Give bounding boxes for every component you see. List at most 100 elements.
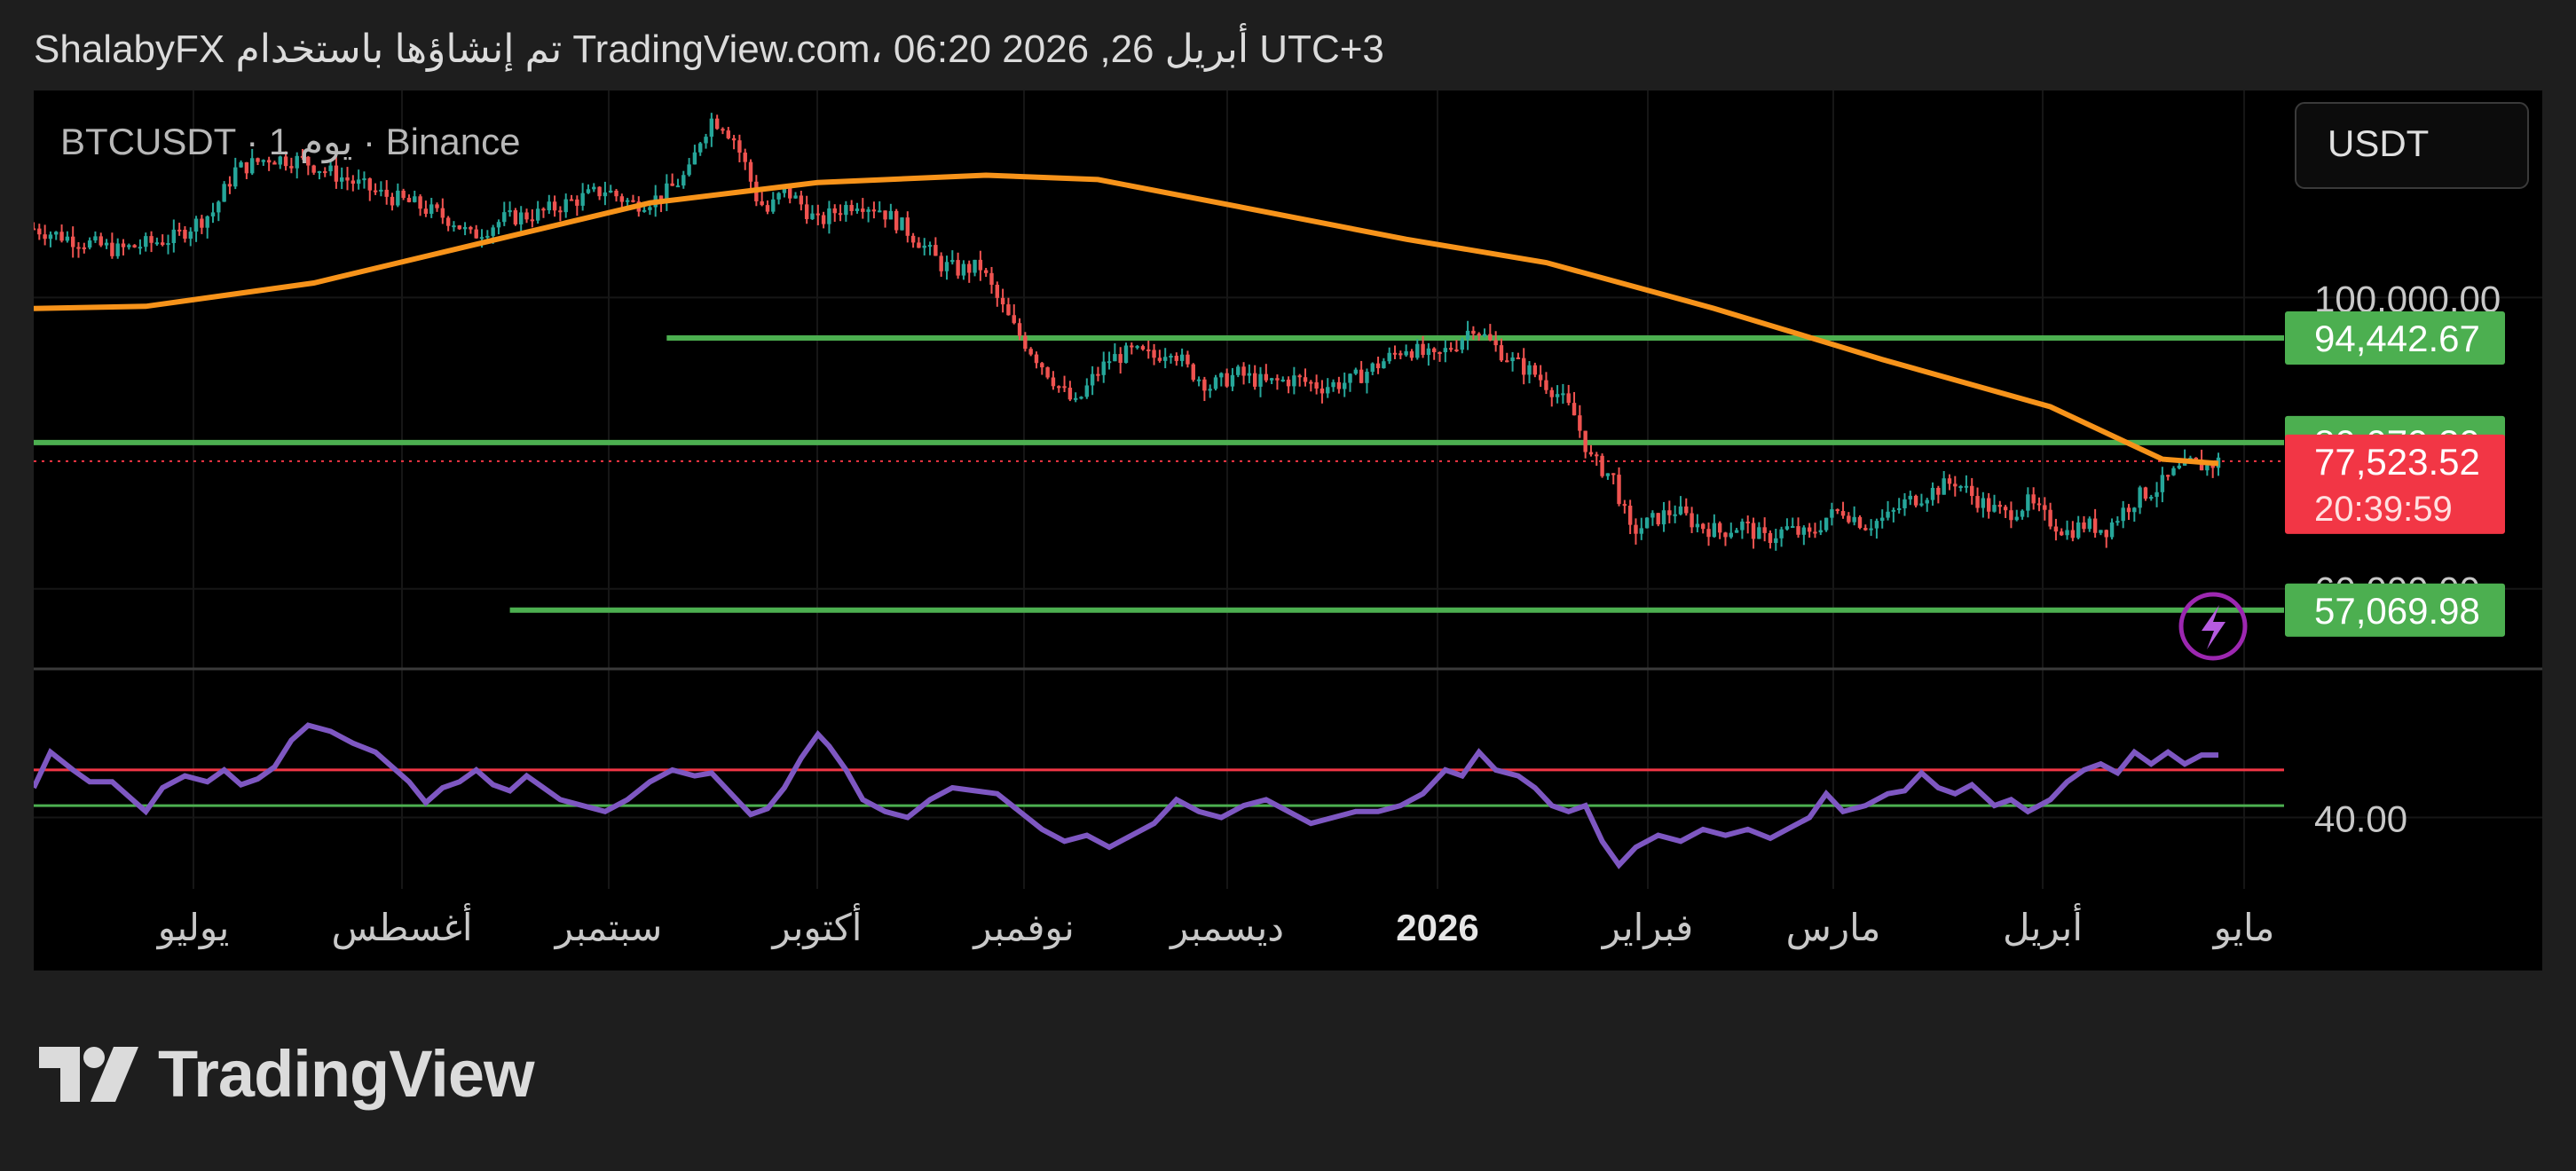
candle-body <box>188 232 193 240</box>
candle-body <box>1947 478 1952 484</box>
chart-panel[interactable]: BTCUSDT · 1 يوم · Binance USDT 100,000.0… <box>34 90 2542 971</box>
candle-body <box>1779 529 1784 538</box>
candle-body <box>2210 465 2215 468</box>
candle-body <box>844 205 848 216</box>
candle-body <box>339 177 344 182</box>
candle-body <box>1578 415 1582 431</box>
candle-body <box>485 235 490 238</box>
candle-body <box>1241 366 1246 376</box>
candle-body <box>1505 360 1509 363</box>
candle-body <box>1208 389 1212 391</box>
candle-body <box>1135 346 1139 349</box>
candle-body <box>1896 507 1902 510</box>
candle-body <box>1880 517 1885 522</box>
price-chart[interactable]: BTCUSDT · 1 يوم · Binance USDT 100,000.0… <box>34 90 2542 971</box>
candle-body <box>631 200 635 202</box>
candle-body <box>87 240 92 248</box>
candle-body <box>1796 526 1800 535</box>
candle-body <box>541 208 546 211</box>
candle-body <box>547 201 551 211</box>
candle-body <box>37 228 42 235</box>
candle-body <box>642 209 647 212</box>
candle-body <box>849 205 854 211</box>
candle-body <box>1830 509 1834 518</box>
candle-body <box>496 222 501 228</box>
candle-body <box>1566 393 1571 404</box>
candle-body <box>1555 394 1560 397</box>
candle-body <box>1438 351 1442 354</box>
candle-body <box>2194 457 2198 460</box>
time-axis: يوليو أغسطس سبتمبر أكتوبر نوفمبر ديسمبر 2026 فب… <box>156 903 2275 949</box>
candle-body <box>1488 334 1493 341</box>
candle-body <box>200 218 204 228</box>
lightning-icon[interactable] <box>2178 592 2248 661</box>
candle-body <box>513 210 518 224</box>
candle-body <box>1057 386 1061 389</box>
candle-body <box>1448 348 1453 350</box>
candle-body <box>278 156 282 165</box>
candle-body <box>1538 374 1543 381</box>
candle-body <box>619 196 625 202</box>
tradingview-logo: TradingView <box>39 1036 535 1112</box>
candle-body <box>888 210 894 220</box>
candle-body <box>233 167 238 187</box>
candle-body <box>709 118 714 138</box>
candle-body <box>1370 363 1375 373</box>
candle-body <box>2143 487 2148 499</box>
candle-body <box>1157 358 1162 361</box>
candle-body <box>1309 381 1313 384</box>
candle-body <box>2132 507 2137 513</box>
candle-body <box>384 189 389 197</box>
candle-body <box>838 213 843 216</box>
candle-body <box>1499 345 1504 361</box>
candle-body <box>1588 452 1594 455</box>
candle-body <box>524 212 529 220</box>
candle-body <box>300 155 305 158</box>
candle-body <box>474 229 478 239</box>
currency-button[interactable]: USDT <box>2295 102 2529 189</box>
candle-body <box>1600 455 1604 476</box>
candle-body <box>1123 345 1129 364</box>
candle-body <box>1852 516 1856 523</box>
candle-body <box>1712 523 1717 538</box>
candle-body <box>1174 356 1179 361</box>
candle-body <box>1292 375 1296 387</box>
candle-body <box>1644 517 1650 529</box>
candle-body <box>1656 513 1660 525</box>
candle-body <box>1527 365 1532 375</box>
candle-body <box>855 208 860 211</box>
candle-body <box>2155 491 2159 498</box>
candle-body <box>283 156 288 167</box>
candle-body <box>2020 510 2025 517</box>
candle-body <box>34 228 36 231</box>
candle-body <box>575 199 579 206</box>
candle-body <box>183 230 187 240</box>
candle-body <box>1028 349 1033 355</box>
candle-body <box>1247 373 1252 376</box>
candle-body <box>905 217 910 236</box>
candle-body <box>665 183 669 203</box>
price-tags: 94,442.6780,079.3957,069.9877,523.5220:3… <box>2285 311 2505 637</box>
candle-body <box>1006 304 1011 316</box>
candle-body <box>1107 361 1112 364</box>
candle-body <box>2076 522 2081 538</box>
candle-body <box>1404 351 1408 356</box>
candle-body <box>609 190 613 193</box>
candle-body <box>272 162 277 165</box>
candle-body <box>390 196 395 206</box>
candle-body <box>2121 507 2125 522</box>
candle-body <box>681 175 686 186</box>
level-price-tag <box>2285 311 2505 365</box>
candle-body <box>1398 353 1403 356</box>
candle-body <box>776 193 781 200</box>
candle-body <box>1824 517 1829 530</box>
candle-body <box>177 229 182 232</box>
candle-body <box>502 212 507 223</box>
candle-body <box>2177 465 2182 468</box>
candle-body <box>76 247 81 249</box>
candle-body <box>323 171 327 174</box>
candle-body <box>2160 475 2165 492</box>
candle-body <box>1695 523 1700 528</box>
candle-body <box>256 158 260 162</box>
candle-body <box>625 200 630 202</box>
